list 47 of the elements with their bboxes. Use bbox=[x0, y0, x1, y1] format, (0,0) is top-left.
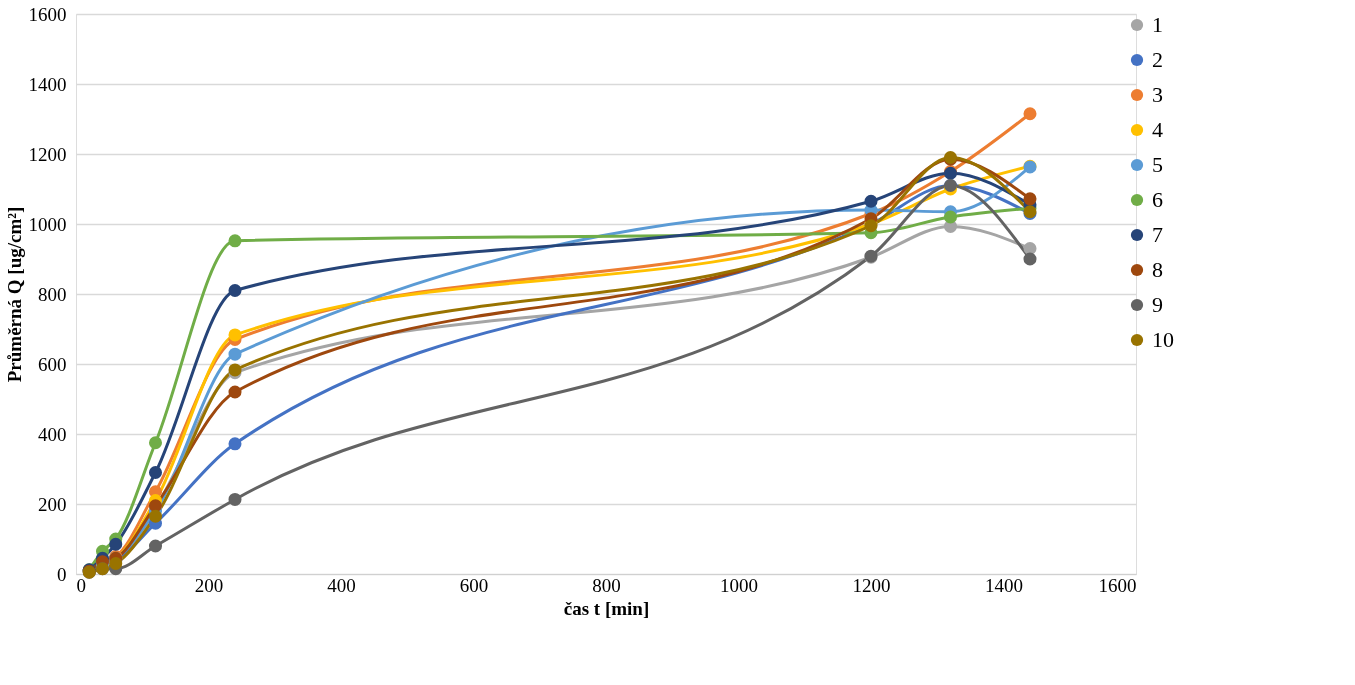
point bbox=[109, 537, 123, 551]
legend-label: 6 bbox=[1152, 187, 1163, 212]
point bbox=[148, 539, 163, 553]
x-tick-label: 1000 bbox=[720, 574, 758, 596]
legend-label: 7 bbox=[1152, 222, 1163, 247]
legend-label: 4 bbox=[1152, 117, 1163, 142]
point bbox=[228, 347, 242, 361]
point bbox=[1023, 107, 1037, 121]
x-tick-label: 800 bbox=[592, 574, 621, 596]
point bbox=[228, 328, 242, 342]
y-tick-label: 800 bbox=[38, 283, 67, 305]
point bbox=[148, 465, 163, 480]
y-tick-label: 200 bbox=[38, 493, 67, 515]
x-axis-title: čas t [min] bbox=[563, 597, 650, 619]
x-tick-label: 200 bbox=[194, 574, 224, 596]
point bbox=[148, 509, 163, 523]
x-tick-label: 0 bbox=[76, 574, 86, 596]
legend-label: 9 bbox=[1152, 292, 1163, 317]
point bbox=[864, 194, 878, 208]
x-tick-label: 1600 bbox=[1098, 574, 1137, 596]
legend-label: 1 bbox=[1152, 12, 1163, 37]
y-tick-label: 400 bbox=[38, 423, 67, 445]
y-tick-label: 600 bbox=[38, 353, 67, 375]
x-tick-label: 600 bbox=[459, 574, 489, 596]
point bbox=[943, 210, 958, 224]
point bbox=[1023, 252, 1037, 266]
point bbox=[228, 385, 242, 399]
x-tick-label: 400 bbox=[327, 574, 356, 596]
y-tick-label: 1200 bbox=[28, 143, 67, 165]
point bbox=[1023, 241, 1037, 256]
legend-label: 10 bbox=[1152, 327, 1174, 352]
point bbox=[228, 437, 242, 451]
y-tick-label: 1600 bbox=[28, 3, 67, 25]
x-tick-label: 1200 bbox=[852, 574, 891, 596]
legend-label: 3 bbox=[1152, 82, 1163, 107]
legend-label: 2 bbox=[1152, 47, 1163, 72]
point bbox=[148, 436, 163, 450]
point bbox=[228, 492, 242, 506]
legend-label: 5 bbox=[1152, 152, 1163, 177]
y-tick-label: 1400 bbox=[28, 73, 67, 95]
point bbox=[228, 283, 242, 298]
point bbox=[1023, 192, 1037, 206]
legend-label: 8 bbox=[1152, 257, 1163, 282]
x-tick-label: 1400 bbox=[985, 574, 1023, 596]
y-tick-label: 1000 bbox=[28, 213, 67, 235]
point bbox=[228, 234, 242, 248]
y-axis-title: Průměrná Q [ug/cm²] bbox=[3, 206, 25, 383]
